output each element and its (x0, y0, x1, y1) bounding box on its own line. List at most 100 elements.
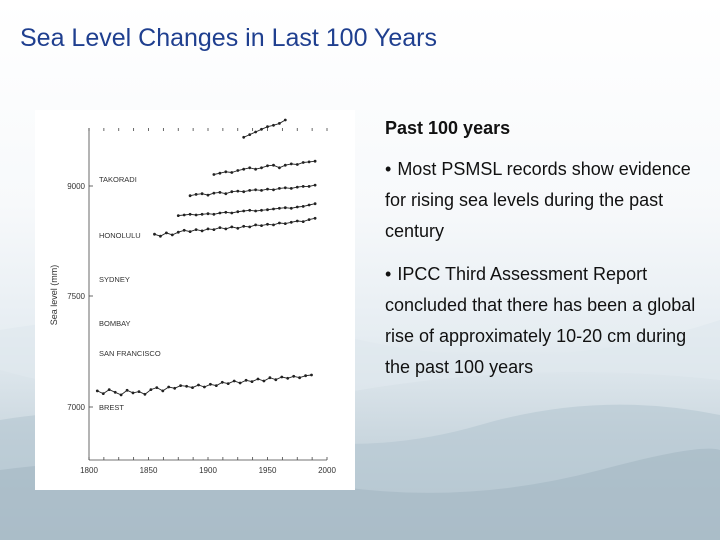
data-point (238, 381, 242, 385)
data-point (224, 192, 228, 196)
data-point (272, 223, 275, 227)
data-point (220, 380, 224, 384)
data-point (295, 185, 299, 189)
data-point (278, 187, 281, 190)
sea-level-chart: 1800 1850 1900 1950 2000 9000 7500 7000 Sea lev… (49, 118, 336, 475)
data-point (295, 163, 299, 166)
bullet-psmsl: • Most PSMSL records show evidence for ri… (385, 154, 705, 247)
bullet-mark: • (385, 159, 392, 179)
data-point (289, 206, 293, 210)
data-point (212, 191, 216, 195)
x-tick-label: 2000 (318, 466, 336, 475)
data-point (266, 125, 269, 129)
data-point (248, 133, 252, 136)
data-point (283, 118, 287, 122)
data-point (289, 187, 293, 190)
data-point (307, 185, 311, 188)
data-point (206, 212, 210, 216)
data-point (280, 375, 284, 379)
data-point (248, 189, 252, 192)
data-point (218, 171, 222, 175)
data-point (232, 379, 236, 383)
data-point (212, 228, 216, 231)
data-point (283, 206, 287, 210)
data-point (301, 220, 305, 223)
data-point (266, 187, 269, 191)
data-point (283, 163, 287, 167)
data-point (304, 374, 307, 378)
data-point (248, 225, 252, 229)
y-axis-label: Sea level (mm) (49, 265, 59, 326)
data-point (197, 383, 200, 387)
data-point (272, 207, 275, 211)
section-heading: Past 100 years (385, 118, 511, 138)
data-point (188, 230, 192, 233)
data-point (301, 161, 305, 164)
data-point (214, 384, 218, 387)
data-point (206, 227, 210, 231)
data-point (242, 135, 246, 139)
data-point (244, 378, 248, 382)
data-point (242, 167, 246, 171)
data-point (272, 163, 275, 167)
data-point (137, 390, 141, 393)
data-point (236, 169, 240, 172)
data-point (236, 226, 240, 230)
series-label: SYDNEY (99, 275, 130, 284)
text-panel: Past 100 years • Most PSMSL records show … (385, 110, 705, 383)
series-label: BREST (99, 403, 124, 412)
data-point (283, 186, 287, 190)
data-point (165, 231, 168, 235)
data-point (230, 225, 234, 229)
data-point (295, 205, 299, 209)
data-point (218, 211, 222, 215)
data-point (295, 219, 299, 223)
data-point (119, 393, 123, 397)
data-point (101, 392, 105, 395)
data-point (212, 212, 216, 216)
data-point (254, 167, 257, 171)
data-point (289, 162, 293, 166)
data-point (254, 223, 257, 227)
data-point (218, 226, 222, 229)
series-label: SAN FRANCISCO (99, 349, 161, 358)
data-point (230, 171, 234, 174)
data-point (313, 216, 317, 220)
data-point (278, 166, 281, 170)
data-point (313, 202, 317, 206)
data-point (107, 388, 111, 391)
data-point (262, 379, 266, 383)
data-point (254, 209, 257, 213)
data-point (224, 170, 228, 174)
data-point (307, 160, 311, 164)
data-point (170, 233, 174, 237)
data-point (113, 390, 117, 394)
data-point (313, 159, 317, 163)
bullet-text: IPCC Third Assessment Report concluded t… (385, 264, 696, 377)
data-point (200, 192, 204, 196)
data-point (200, 229, 204, 233)
data-point (248, 166, 252, 170)
bullet-text: Most PSMSL records show evidence for ris… (385, 159, 691, 241)
data-point (230, 190, 234, 194)
data-point (250, 380, 254, 383)
series-line-brest (97, 374, 312, 396)
data-point (242, 224, 246, 228)
data-point (283, 222, 287, 225)
y-tick-label: 7500 (67, 292, 85, 301)
x-tick-label: 1850 (140, 466, 158, 475)
data-point (301, 205, 305, 208)
data-point (272, 188, 275, 192)
data-point (206, 193, 210, 197)
axis-ticks: 1800 1850 1900 1950 2000 9000 7500 7000 (67, 128, 336, 475)
data-point (242, 209, 246, 213)
data-point (307, 218, 311, 221)
series-line-bombay (178, 203, 316, 217)
data-point (242, 190, 246, 194)
series-label: BOMBAY (99, 319, 131, 328)
data-point (254, 188, 257, 192)
y-tick-label: 9000 (67, 182, 85, 191)
data-point (236, 210, 240, 214)
bullet-mark: • (385, 264, 392, 284)
data-point (194, 213, 198, 217)
